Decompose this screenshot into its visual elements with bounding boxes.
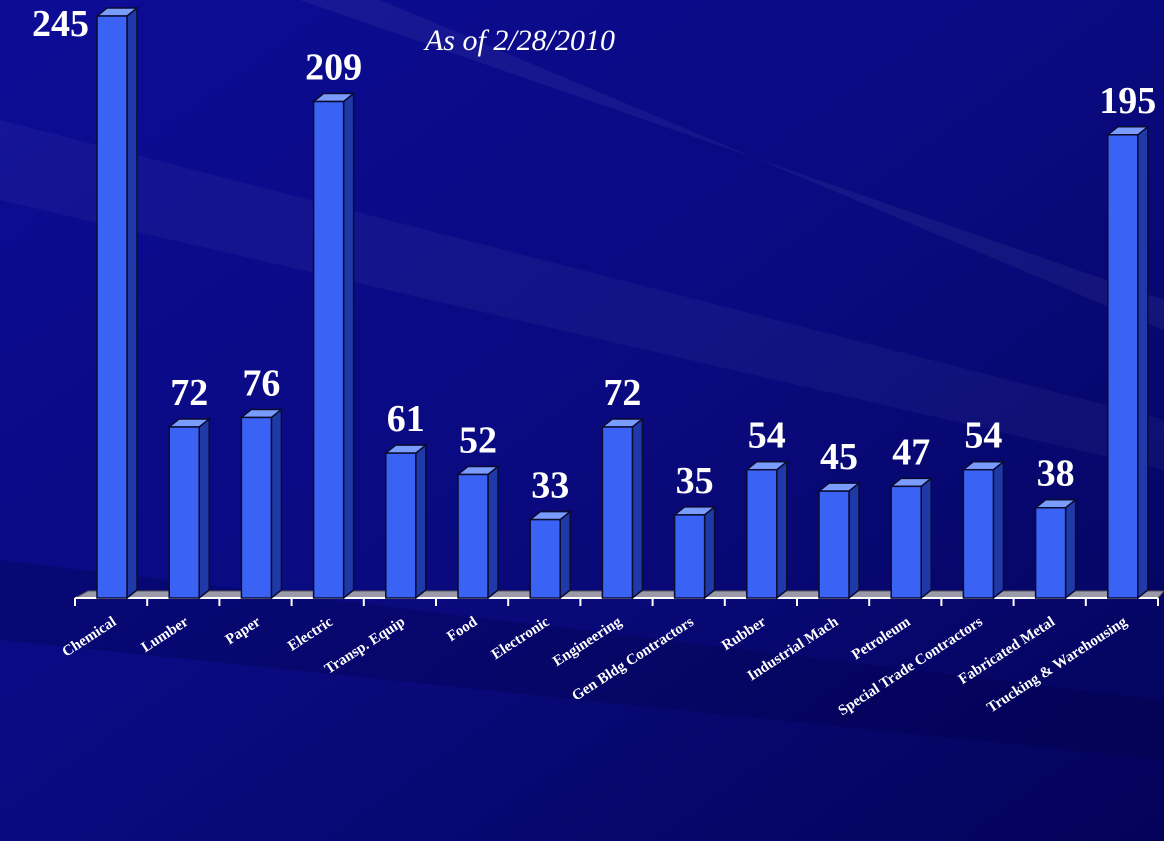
bar-group <box>528 510 573 600</box>
bar <box>962 468 995 599</box>
bar-side <box>776 460 788 600</box>
value-label: 209 <box>305 47 362 89</box>
bar <box>529 518 561 599</box>
value-label: 35 <box>676 460 714 502</box>
bar-group <box>383 443 428 600</box>
bar-side <box>992 460 1005 600</box>
bar <box>890 485 922 599</box>
bar <box>385 452 417 599</box>
bar <box>1034 506 1067 599</box>
chart-subtitle: As of 2/28/2010 <box>423 24 615 57</box>
bar <box>240 416 273 599</box>
bar-group <box>672 505 717 600</box>
bar-group <box>94 6 140 600</box>
bar-group <box>961 460 1006 600</box>
value-label: 54 <box>964 415 1002 457</box>
bar-side <box>342 91 355 600</box>
bar-group <box>1105 125 1150 600</box>
bar-side <box>198 417 210 600</box>
bar-side <box>487 464 499 600</box>
value-label: 52 <box>459 419 497 461</box>
bar-group <box>1033 498 1078 600</box>
bar <box>1107 134 1139 599</box>
bar-side <box>920 476 932 600</box>
bar-group <box>311 91 356 600</box>
bar-side <box>848 481 860 600</box>
bar-group <box>744 460 789 600</box>
bar <box>168 426 200 599</box>
bar-side <box>126 6 138 600</box>
value-label: 72 <box>170 372 208 414</box>
value-label: 72 <box>603 372 641 414</box>
bar-side <box>559 510 571 600</box>
value-label: 33 <box>531 465 569 507</box>
bar-side <box>631 417 644 600</box>
streak <box>0 120 1164 470</box>
bar-side <box>1137 125 1149 600</box>
bar-group <box>455 464 501 600</box>
bar <box>673 514 706 599</box>
bar-side <box>1064 498 1077 600</box>
bar-group <box>889 476 934 600</box>
bar-side <box>270 407 283 600</box>
bar-side <box>703 505 716 600</box>
bar <box>96 15 128 599</box>
bar <box>746 468 778 599</box>
bar-group <box>816 481 862 600</box>
bar <box>312 100 345 599</box>
value-label: 45 <box>820 436 858 478</box>
streak <box>0 560 1164 760</box>
bar <box>818 490 850 599</box>
value-label: 245 <box>32 3 89 45</box>
bar <box>601 426 634 599</box>
bar <box>457 473 489 599</box>
bar-group <box>167 417 212 600</box>
bar-group <box>600 417 645 600</box>
value-label: 61 <box>387 398 425 440</box>
bar-group <box>239 407 284 600</box>
value-label: 54 <box>748 415 786 457</box>
value-label: 47 <box>892 431 930 473</box>
bar-side <box>415 443 427 600</box>
value-label: 195 <box>1099 80 1156 122</box>
value-label: 76 <box>242 362 280 404</box>
value-label: 38 <box>1037 453 1075 495</box>
